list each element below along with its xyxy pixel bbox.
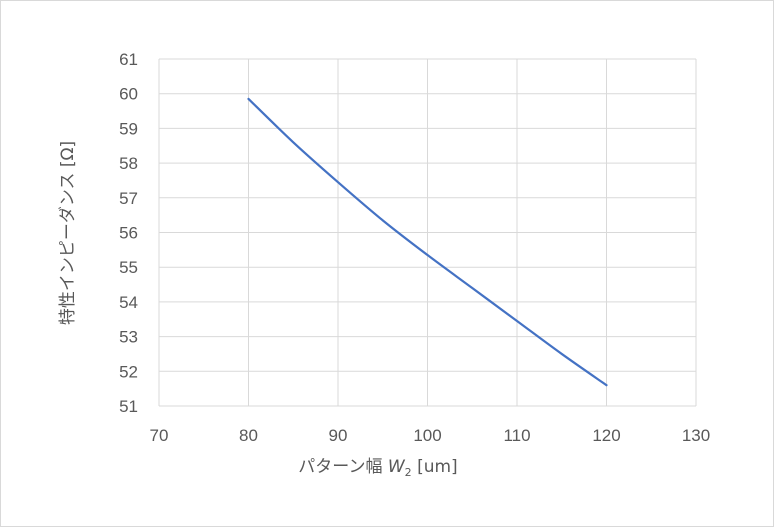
x-tick-label: 120 <box>592 426 620 445</box>
x-tick-label: 110 <box>503 426 530 445</box>
x-axis-title-variable: W <box>388 457 406 477</box>
series-layer <box>247 97 608 387</box>
x-tick-label: 90 <box>329 426 348 445</box>
y-tick-label: 60 <box>119 85 138 104</box>
y-tick-label: 53 <box>119 328 138 347</box>
y-tick-label: 59 <box>119 119 138 138</box>
x-axis-title-subscript: 2 <box>405 466 412 479</box>
y-tick-label: 51 <box>119 397 138 416</box>
x-tick-label: 70 <box>150 426 169 445</box>
x-axis-title-suffix: [um] <box>412 457 458 477</box>
tick-labels: 51 52 53 54 55 56 57 58 59 60 61 70 80 90 100 110 120 130 <box>119 50 710 445</box>
x-tick-label: 130 <box>682 426 710 445</box>
x-axis-title-prefix: パターン幅 <box>298 457 388 477</box>
y-tick-label: 55 <box>119 258 138 277</box>
x-axis-title: パターン幅 W2 [um] <box>298 457 457 479</box>
x-tick-label: 80 <box>239 426 258 445</box>
y-tick-label: 57 <box>119 189 138 208</box>
y-tick-label: 61 <box>119 50 138 69</box>
x-tick-label: 100 <box>413 426 441 445</box>
y-tick-label: 56 <box>119 224 138 243</box>
y-tick-label: 54 <box>119 293 138 312</box>
gridlines <box>158 58 697 407</box>
y-tick-label: 52 <box>119 362 138 381</box>
y-tick-label: 58 <box>119 154 138 173</box>
y-axis-title: 特性インピーダンス [Ω] <box>58 141 78 325</box>
